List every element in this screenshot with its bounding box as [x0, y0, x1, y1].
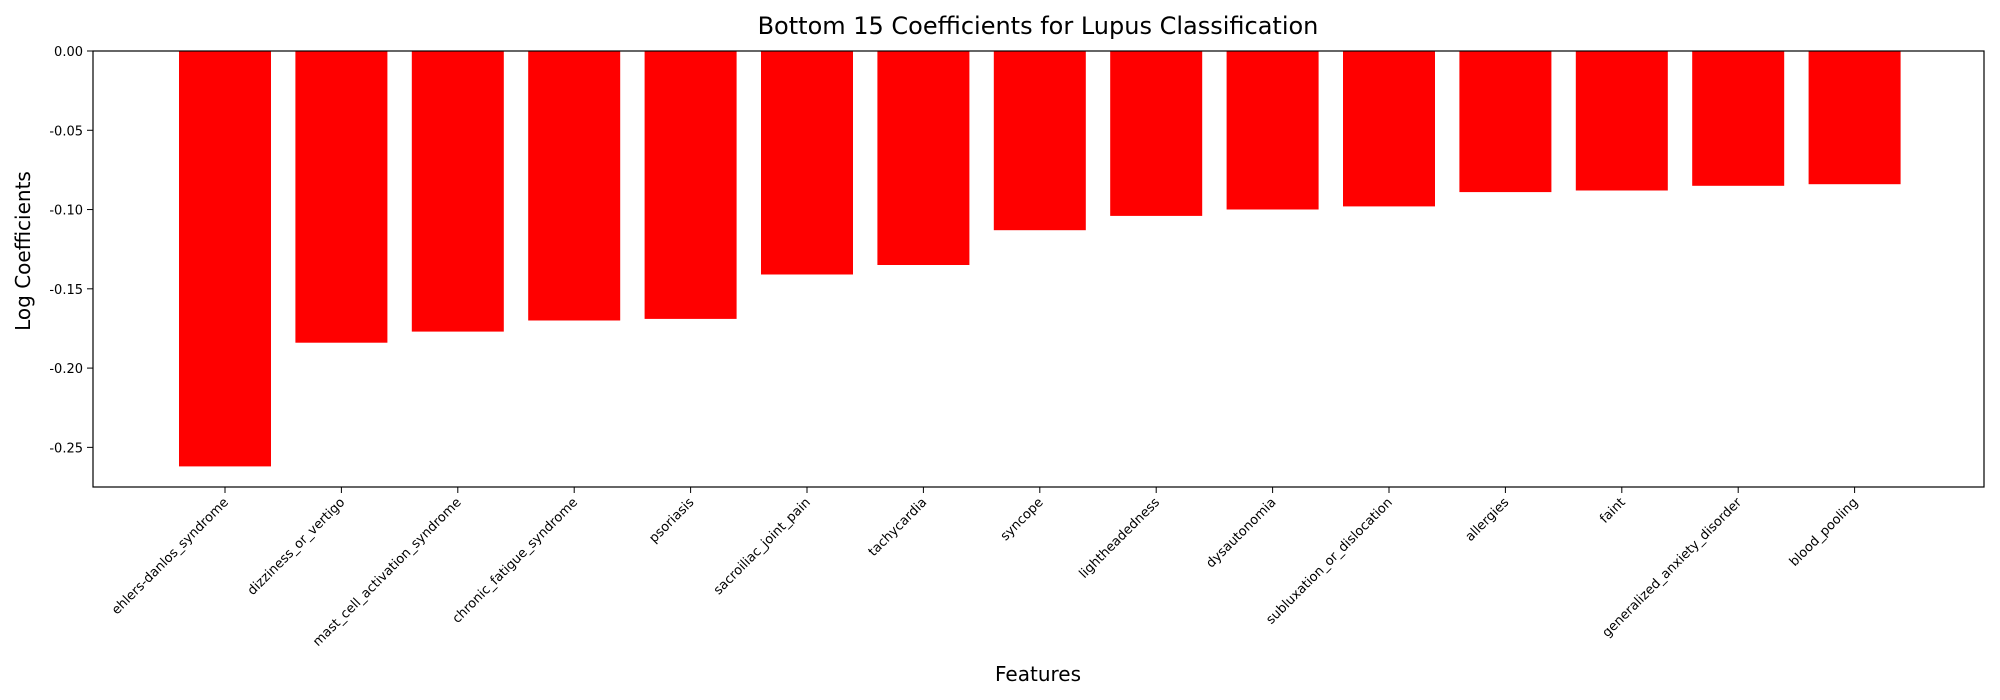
bar-allergies — [1459, 51, 1552, 193]
x-tick-label-subluxation_or_dislocation: subluxation_or_dislocation — [1263, 495, 1395, 627]
x-axis-label: Features — [995, 662, 1081, 686]
bar-chronic_fatigue_syndrome — [528, 51, 621, 321]
bar-ehlers-danlos_syndrome — [179, 51, 271, 467]
bar-subluxation_or_dislocation — [1343, 51, 1435, 207]
x-axis-ticks: ehlers-danlos_syndrome dizziness_or_verti… — [109, 487, 1861, 650]
x-tick-label-syncope: syncope — [998, 495, 1047, 544]
bar-blood_pooling — [1808, 51, 1901, 185]
bar-sacroiliac_joint_pain — [761, 51, 853, 275]
x-tick-label-blood_pooling: blood_pooling — [1787, 495, 1862, 570]
bar-tachycardia — [877, 51, 970, 265]
y-tick-label: -0.15 — [49, 283, 83, 298]
y-axis-ticks: 0.00 -0.05 -0.10 -0.15 -0.20 -0.25 — [49, 45, 93, 456]
x-tick-label-dizziness_or_vertigo: dizziness_or_vertigo — [245, 495, 348, 598]
bar-syncope — [993, 51, 1086, 231]
y-tick-label: -0.05 — [49, 124, 83, 139]
x-tick-label-psoriasis: psoriasis — [646, 495, 697, 546]
plot-frame — [92, 50, 1985, 488]
x-tick-label-chronic_fatigue_syndrome: chronic_fatigue_syndrome — [450, 495, 581, 626]
y-tick-label: -0.25 — [49, 441, 83, 456]
x-tick-label-ehlers-danlos_syndrome: ehlers-danlos_syndrome — [109, 495, 232, 618]
bar-faint — [1575, 51, 1668, 191]
bar-generalized_anxiety_disorder — [1692, 51, 1785, 186]
y-tick-label: -0.10 — [49, 204, 83, 219]
x-tick-label-lightheadedness: lightheadedness — [1077, 495, 1164, 582]
bar-dysautonomia — [1226, 51, 1319, 210]
bars-layer — [179, 51, 1901, 467]
x-tick-label-generalized_anxiety_disorder: generalized_anxiety_disorder — [1600, 495, 1746, 641]
chart-title: Bottom 15 Coefficients for Lupus Classif… — [758, 12, 1319, 40]
y-axis-label: Log Coefficients — [11, 171, 35, 331]
x-tick-label-dysautonomia: dysautonomia — [1203, 495, 1279, 571]
bar-lightheadedness — [1110, 51, 1203, 216]
x-tick-label-sacroiliac_joint_pain: sacroiliac_joint_pain — [711, 495, 814, 598]
y-tick-label: 0.00 — [54, 45, 83, 60]
x-tick-label-tachycardia: tachycardia — [866, 495, 931, 560]
y-tick-label: -0.20 — [49, 362, 83, 377]
x-tick-label-faint: faint — [1597, 495, 1628, 526]
bar-mast_cell_activation_syndrome — [411, 51, 504, 332]
x-tick-label-allergies: allergies — [1463, 495, 1513, 545]
bar-psoriasis — [644, 51, 737, 319]
bar-dizziness_or_vertigo — [295, 51, 388, 343]
